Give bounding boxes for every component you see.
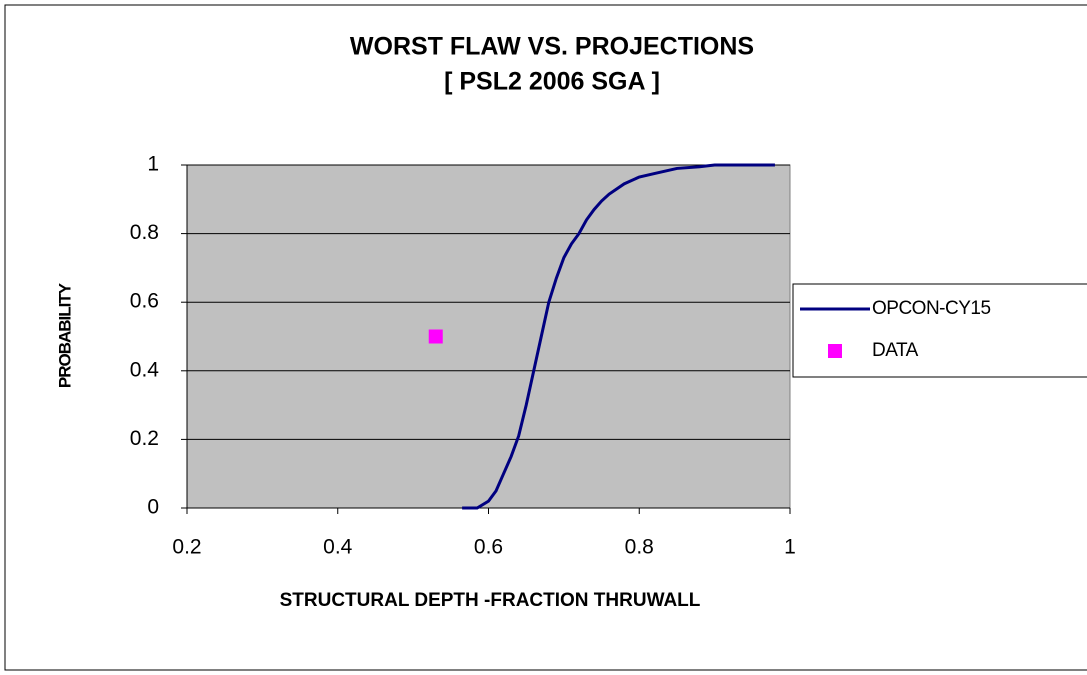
x-tick-label: 0.4 — [323, 536, 353, 559]
chart-subtitle: [ PSL2 2006 SGA ] — [444, 68, 660, 96]
x-tick-label: 0.8 — [625, 536, 654, 559]
legend-box — [792, 283, 1087, 378]
legend-label: OPCON-CY15 — [872, 298, 991, 319]
x-axis-title: STRUCTURAL DEPTH -FRACTION THRUWALL — [280, 590, 701, 611]
y-tick-label: 0 — [147, 496, 159, 519]
chart-title: WORST FLAW VS. PROJECTIONS — [350, 33, 754, 61]
legend-label: DATA — [872, 340, 919, 361]
legend-marker — [828, 344, 842, 358]
plot-area — [186, 164, 791, 509]
y-tick-label: 0.4 — [130, 358, 160, 381]
x-tick-label: 1 — [784, 536, 796, 559]
y-tick-label: 0.6 — [130, 290, 159, 313]
y-axis-title: PROBABILITY — [55, 282, 74, 388]
y-tick-label: 0.8 — [130, 221, 159, 244]
y-tick-label: 0.2 — [130, 427, 159, 450]
x-tick-label: 0.6 — [474, 536, 503, 559]
series-line — [462, 163, 775, 510]
x-tick-label: 0.2 — [172, 536, 201, 559]
y-tick-label: 1 — [147, 153, 159, 176]
data-point — [428, 329, 443, 344]
